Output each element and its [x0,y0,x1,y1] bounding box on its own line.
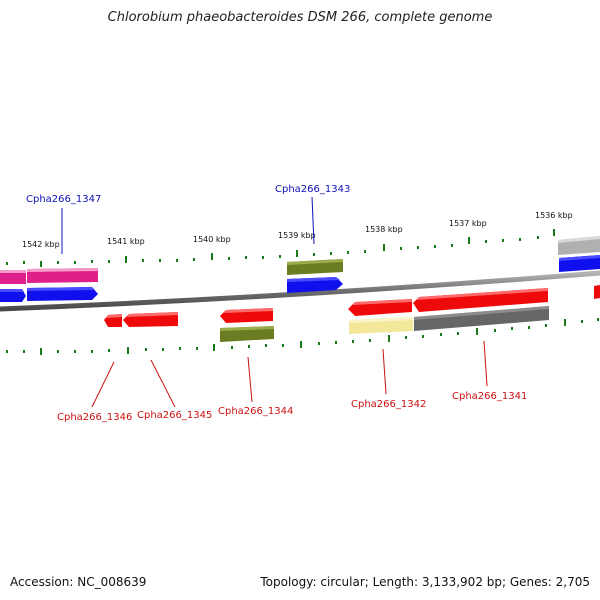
leader-line-1344 [247,356,253,403]
major-tick [125,256,127,263]
topology-text: Topology: circular; Length: 3,133,902 bp… [260,575,590,589]
scale-label-1542: 1542 kbp [22,240,60,249]
major-tick [213,344,215,351]
gene-right-edge[interactable] [558,236,600,272]
leader-line-1342 [382,348,387,395]
major-tick [564,319,566,326]
leader-line-1341 [483,340,488,387]
gene-cpha266-1341[interactable] [413,288,549,331]
gene-cpha266-1345[interactable] [123,312,178,327]
gene-cpha266-1346[interactable] [104,314,122,327]
genome-backbone [0,270,600,312]
gene-cpha266-1343[interactable] [287,259,343,293]
scale-label-1541: 1541 kbp [107,237,145,246]
leader-line-1346 [91,361,115,408]
major-tick [468,237,470,244]
scale-label-1539: 1539 kbp [278,231,316,240]
scale-label-1536: 1536 kbp [535,211,573,220]
major-tick [383,244,385,251]
gene-cpha266-1342[interactable] [348,299,413,334]
gene-label-cpha266-1344[interactable]: Cpha266_1344 [218,406,293,417]
major-tick [40,261,42,267]
major-tick [553,229,555,236]
gene-cpha266-1344[interactable] [220,308,274,342]
major-tick [476,328,478,335]
gene-blue-row[interactable] [0,287,98,302]
major-tick [388,335,390,342]
gene-label-cpha266-1341[interactable]: Cpha266_1341 [452,391,527,402]
major-tick [211,253,213,260]
scale-label-1537: 1537 kbp [449,219,487,228]
major-tick [127,347,129,354]
scale-ticks-bottom [6,318,599,355]
gene-label-cpha266-1342[interactable]: Cpha266_1342 [351,399,426,410]
scale-label-1538: 1538 kbp [365,225,403,234]
major-tick [296,250,298,257]
leader-line-1343 [311,196,315,245]
major-tick [300,341,302,348]
gene-pink-row[interactable] [0,268,98,284]
gene-label-cpha266-1347[interactable]: Cpha266_1347 [26,194,101,205]
gene-label-cpha266-1345[interactable]: Cpha266_1345 [137,410,212,421]
major-tick [40,348,42,355]
gene-label-cpha266-1343[interactable]: Cpha266_1343 [275,184,350,195]
accession-text: Accession: NC_008639 [10,575,147,589]
gene-right-red[interactable] [594,285,600,299]
scale-ticks-top [6,229,555,267]
leader-line-1345 [150,359,176,408]
gene-label-cpha266-1346[interactable]: Cpha266_1346 [57,412,132,423]
map-title: Chlorobium phaeobacteroides DSM 266, com… [107,10,493,25]
scale-label-1540: 1540 kbp [193,235,231,244]
